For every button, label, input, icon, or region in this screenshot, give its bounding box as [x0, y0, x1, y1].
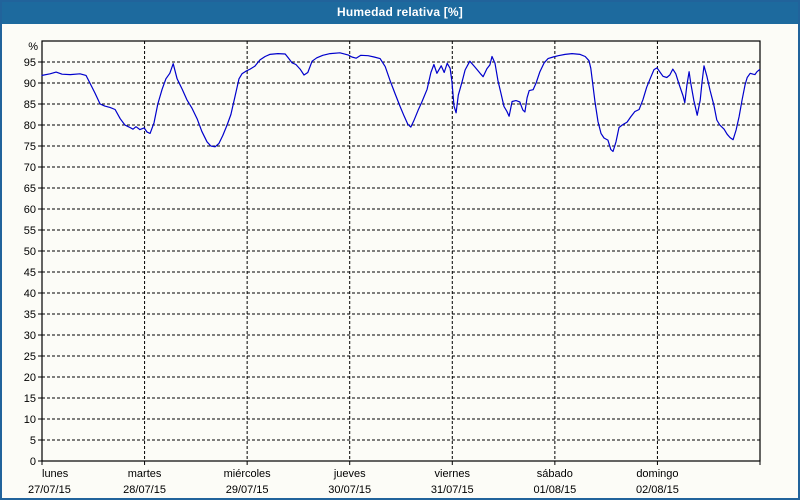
y-tick-label: 5 — [30, 435, 36, 447]
y-tick-label: 35 — [24, 309, 36, 321]
y-tick-label: 95 — [24, 57, 36, 69]
x-tick-date-label: 29/07/15 — [226, 484, 269, 496]
y-tick-label: 30 — [24, 330, 36, 342]
x-tick-date-label: 27/07/15 — [28, 484, 71, 496]
y-tick-label: 45 — [24, 267, 36, 279]
x-tick-date-label: 01/08/15 — [533, 484, 576, 496]
x-tick-day-label: viernes — [435, 468, 471, 480]
y-tick-label: 80 — [24, 120, 36, 132]
y-tick-label: 0 — [30, 456, 36, 468]
y-tick-label: 15 — [24, 393, 36, 405]
x-tick-date-label: 28/07/15 — [123, 484, 166, 496]
y-tick-label: 40 — [24, 288, 36, 300]
x-tick-day-label: sábado — [537, 468, 573, 480]
x-tick-day-label: lunes — [42, 468, 69, 480]
y-tick-label: 50 — [24, 246, 36, 258]
y-tick-label: 25 — [24, 351, 36, 363]
y-tick-label: 10 — [24, 414, 36, 426]
x-tick-day-label: martes — [128, 468, 162, 480]
humidity-series-line — [41, 52, 761, 153]
x-tick-date-label: 02/08/15 — [636, 484, 679, 496]
x-tick-date-label: 30/07/15 — [328, 484, 371, 496]
y-tick-label: 60 — [24, 204, 36, 216]
x-tick-day-label: domingo — [636, 468, 678, 480]
y-tick-label: 55 — [24, 225, 36, 237]
y-tick-label: 85 — [24, 99, 36, 111]
plot-frame — [41, 40, 761, 462]
title-bar: Humedad relativa [%] — [2, 2, 798, 24]
y-tick-label: 90 — [24, 78, 36, 90]
y-axis-unit-label: % — [28, 41, 38, 53]
y-tick-label: 65 — [24, 183, 36, 195]
y-tick-label: 75 — [24, 141, 36, 153]
x-tick-date-label: 31/07/15 — [431, 484, 474, 496]
y-tick-label: 70 — [24, 162, 36, 174]
x-tick-day-label: miércoles — [224, 468, 272, 480]
y-tick-label: 20 — [24, 372, 36, 384]
x-tick-day-label: jueves — [333, 468, 366, 480]
window-title: Humedad relativa [%] — [336, 5, 464, 19]
